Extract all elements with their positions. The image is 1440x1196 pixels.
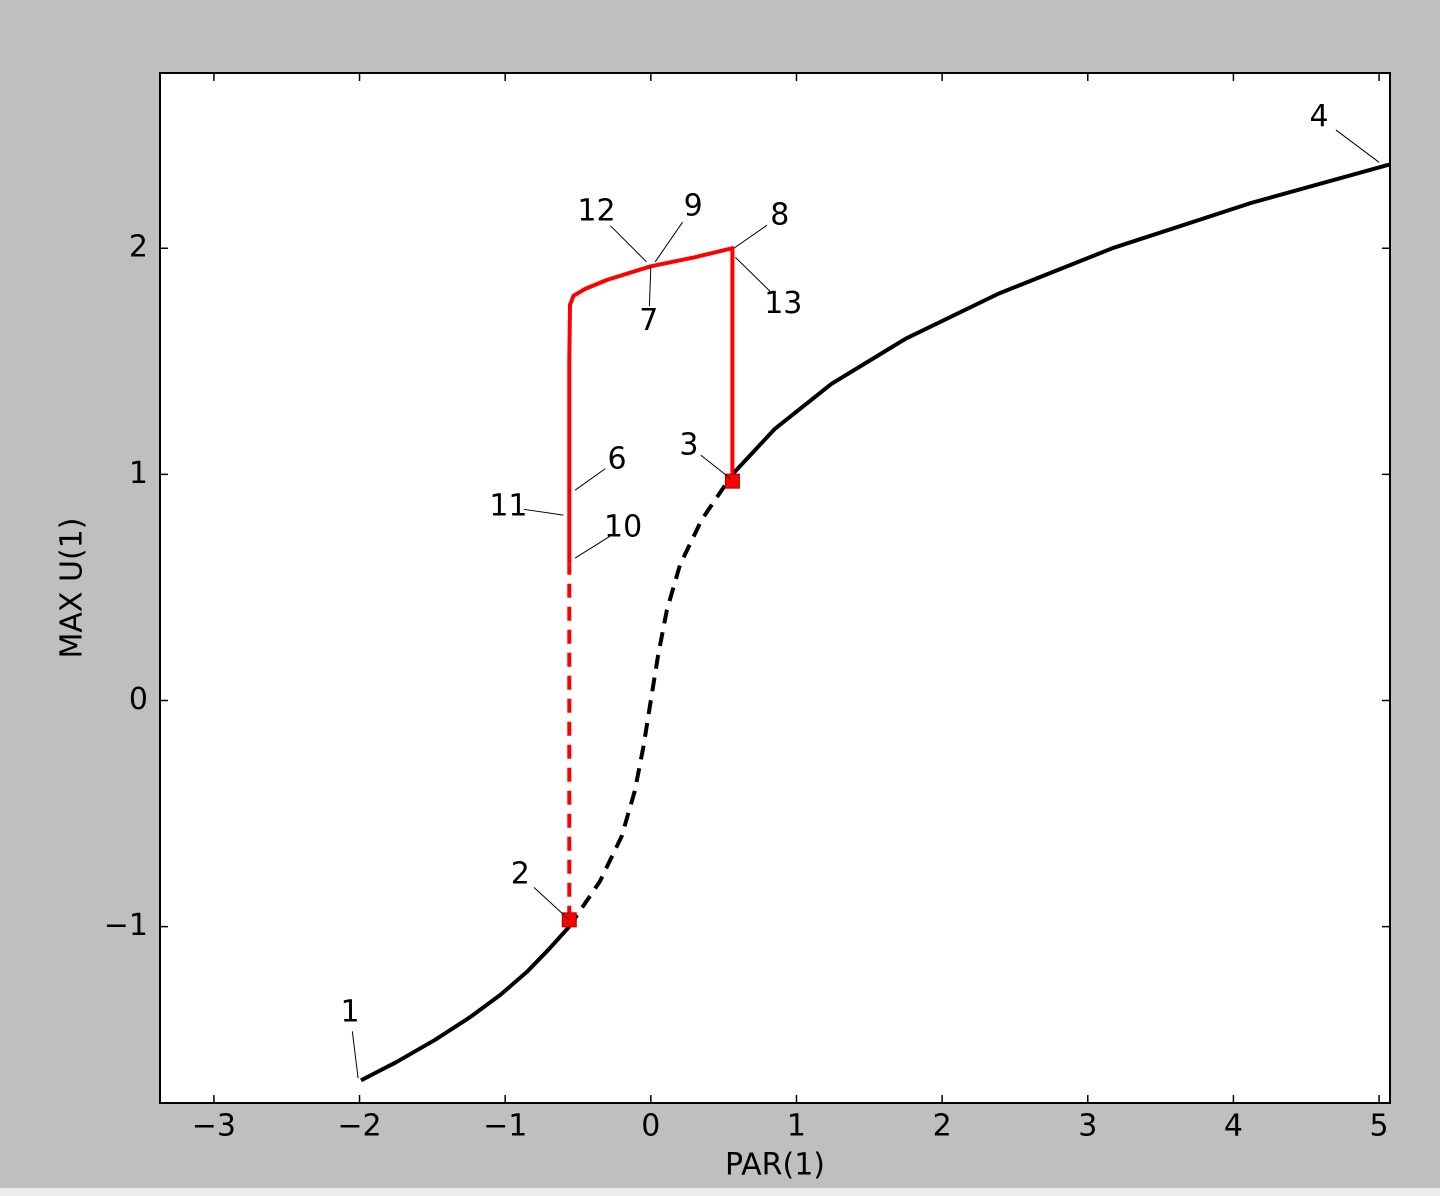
annotation-label: 2 xyxy=(511,856,530,891)
annotation-label: 8 xyxy=(770,198,789,233)
branch-line xyxy=(567,473,735,928)
y-tick-label: 2 xyxy=(129,230,148,265)
annotation-label: 7 xyxy=(639,303,658,338)
branch-line xyxy=(360,925,571,1083)
annotation-label: 10 xyxy=(604,510,642,545)
annotation-leader xyxy=(574,536,610,559)
annotation-label: 4 xyxy=(1310,99,1329,134)
x-tick-label: −1 xyxy=(483,1109,527,1144)
x-axis-label: PAR(1) xyxy=(725,1148,825,1183)
x-tick-label: −2 xyxy=(337,1109,381,1144)
annotation-leader xyxy=(734,256,771,292)
y-tick-label: −1 xyxy=(104,908,148,943)
annotation-leader xyxy=(574,468,606,491)
x-tick-label: 4 xyxy=(1224,1109,1243,1144)
plot-area xyxy=(159,72,1391,1104)
annotation-label: 11 xyxy=(489,489,527,524)
bottom-strip xyxy=(0,1188,1440,1196)
branch-line xyxy=(567,246,735,565)
annotation-leader xyxy=(700,454,732,480)
annotation-label: 1 xyxy=(341,995,360,1030)
x-tick-label: 5 xyxy=(1370,1109,1389,1144)
annotation-label: 6 xyxy=(608,442,627,477)
x-tick-label: 1 xyxy=(787,1109,806,1144)
y-axis-label: MAX U(1) xyxy=(55,518,90,659)
annotation-leader xyxy=(1335,129,1380,163)
x-tick-label: 3 xyxy=(1078,1109,1097,1144)
y-tick-label: 0 xyxy=(129,682,148,717)
annotation-leader xyxy=(533,887,570,921)
x-tick-label: 2 xyxy=(933,1109,952,1144)
annotation-label: 9 xyxy=(684,188,703,223)
y-tick-label: 1 xyxy=(129,456,148,491)
annotation-leader xyxy=(351,1031,359,1079)
annotation-leader xyxy=(733,224,768,249)
annotation-leader xyxy=(610,225,647,263)
annotation-leader xyxy=(654,221,683,263)
annotation-label: 3 xyxy=(679,427,698,462)
annotation-leader xyxy=(523,508,564,516)
x-tick-label: 0 xyxy=(641,1109,660,1144)
annotation-label: 12 xyxy=(577,193,615,228)
annotation-leader xyxy=(648,266,652,306)
annotation-label: 13 xyxy=(764,286,802,321)
x-tick-label: −3 xyxy=(192,1109,236,1144)
branch-line xyxy=(730,162,1390,476)
